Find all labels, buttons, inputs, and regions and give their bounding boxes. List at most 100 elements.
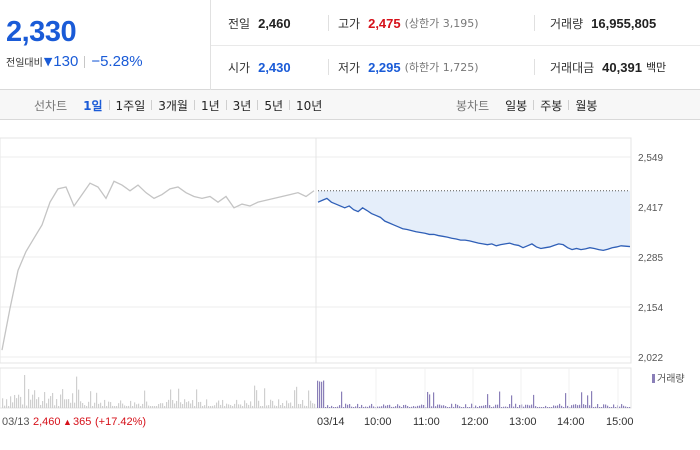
current-price: 2,330 bbox=[6, 16, 77, 48]
volume-bar bbox=[288, 403, 290, 408]
volume-bar bbox=[377, 406, 379, 408]
volume-bar bbox=[92, 406, 94, 408]
volume-bar bbox=[397, 404, 399, 408]
volume-bar bbox=[152, 406, 154, 408]
stat-value: 2,460 bbox=[258, 15, 291, 31]
volume-bar bbox=[6, 399, 8, 408]
volume-bar bbox=[54, 405, 56, 408]
stat-label: 고가 bbox=[338, 16, 361, 31]
volume-bar bbox=[194, 406, 196, 408]
volume-bar bbox=[501, 407, 503, 408]
stat-high: 고가 2,475 (상한가 3,195) bbox=[338, 13, 479, 33]
divider bbox=[534, 15, 535, 31]
volume-bar bbox=[132, 406, 134, 408]
volume-bar bbox=[118, 403, 120, 408]
volume-bar bbox=[395, 406, 397, 408]
volume-bar bbox=[294, 390, 296, 408]
volume-bar bbox=[44, 392, 46, 408]
volume-bar bbox=[495, 404, 497, 408]
volume-bar bbox=[188, 401, 190, 408]
volume-bar bbox=[405, 404, 407, 408]
volume-bar bbox=[124, 405, 126, 408]
volume-bar bbox=[561, 405, 563, 408]
volume-bar bbox=[387, 405, 389, 408]
tab-divider bbox=[533, 100, 535, 110]
volume-bar bbox=[539, 406, 541, 408]
volume-bar bbox=[66, 399, 68, 408]
price-chart: 2,549 2,417 2,285 2,154 2,022 거래량 03/13 2,460… bbox=[0, 120, 700, 450]
volume-bar bbox=[180, 402, 182, 408]
tab-line-range-0[interactable]: 1일 bbox=[83, 98, 103, 113]
volume-bar bbox=[62, 389, 64, 408]
volume-bar bbox=[601, 407, 603, 408]
volume-bar bbox=[230, 405, 232, 408]
volume-bar bbox=[547, 407, 549, 408]
volume-bar bbox=[120, 400, 122, 408]
volume-bar bbox=[242, 406, 244, 408]
stat-label: 거래대금 bbox=[550, 60, 595, 75]
volume-bar bbox=[76, 376, 78, 408]
volume-bar bbox=[222, 399, 224, 408]
volume-bar bbox=[523, 406, 525, 408]
volume-bar bbox=[154, 406, 156, 408]
volume-bar bbox=[445, 406, 447, 408]
volume-bar bbox=[290, 402, 292, 408]
volume-bar bbox=[108, 401, 110, 408]
y-tick-label: 2,022 bbox=[638, 353, 663, 364]
volume-bar bbox=[276, 406, 278, 408]
volume-bar bbox=[284, 406, 286, 408]
tab-line-range-1[interactable]: 1주일 bbox=[115, 98, 146, 113]
tab-divider bbox=[225, 100, 227, 110]
volume-bar bbox=[319, 381, 321, 408]
volume-bar bbox=[497, 404, 499, 408]
volume-bar bbox=[68, 399, 70, 408]
volume-bar bbox=[314, 403, 316, 408]
volume-bar bbox=[146, 401, 148, 408]
volume-bar bbox=[100, 402, 102, 408]
divider bbox=[211, 45, 700, 46]
tab-candle-period-1[interactable]: 주봉 bbox=[540, 98, 563, 113]
volume-bar bbox=[160, 403, 162, 408]
tab-line-range-4[interactable]: 3년 bbox=[232, 98, 252, 113]
volume-bar bbox=[385, 405, 387, 408]
volume-bar bbox=[310, 400, 312, 408]
volume-bar bbox=[240, 404, 242, 408]
volume-bar bbox=[278, 399, 280, 408]
volume-bar bbox=[513, 406, 515, 408]
volume-bar bbox=[238, 404, 240, 408]
volume-bar bbox=[306, 406, 308, 408]
stat-label: 거래량 bbox=[550, 16, 584, 31]
tab-candle-period-0[interactable]: 일봉 bbox=[505, 98, 528, 113]
volume-bar bbox=[250, 401, 252, 408]
tab-line-range-3[interactable]: 1년 bbox=[200, 98, 220, 113]
volume-bar bbox=[451, 403, 453, 408]
volume-bar bbox=[353, 407, 355, 408]
volume-bar bbox=[431, 406, 433, 408]
volume-bar bbox=[595, 406, 597, 408]
tab-line-range-2[interactable]: 3개월 bbox=[158, 98, 188, 113]
volume-bar bbox=[399, 405, 401, 408]
volume-bar bbox=[407, 406, 409, 408]
volume-bar bbox=[216, 402, 218, 408]
volume-bar bbox=[603, 404, 605, 408]
volume-bar bbox=[286, 400, 288, 408]
volume-bar bbox=[206, 399, 208, 408]
volume-bar bbox=[300, 404, 302, 408]
volume-bar bbox=[371, 403, 373, 408]
volume-bar bbox=[204, 405, 206, 408]
volume-bar bbox=[212, 405, 214, 408]
tab-candle-period-2[interactable]: 월봉 bbox=[575, 98, 598, 113]
volume-bar bbox=[533, 394, 535, 408]
tab-line-range-5[interactable]: 5년 bbox=[264, 98, 284, 113]
volume-bar bbox=[517, 407, 519, 408]
volume-bar bbox=[433, 392, 435, 408]
tab-line-range-6[interactable]: 10년 bbox=[296, 98, 323, 113]
volume-bar bbox=[443, 405, 445, 408]
volume-bar bbox=[96, 392, 98, 408]
volume-bar bbox=[210, 406, 212, 408]
volume-bar bbox=[34, 390, 36, 408]
volume-bar bbox=[343, 407, 345, 408]
volume-bar bbox=[178, 388, 180, 408]
stat-label: 시가 bbox=[228, 60, 251, 75]
volume-bar bbox=[409, 407, 411, 408]
